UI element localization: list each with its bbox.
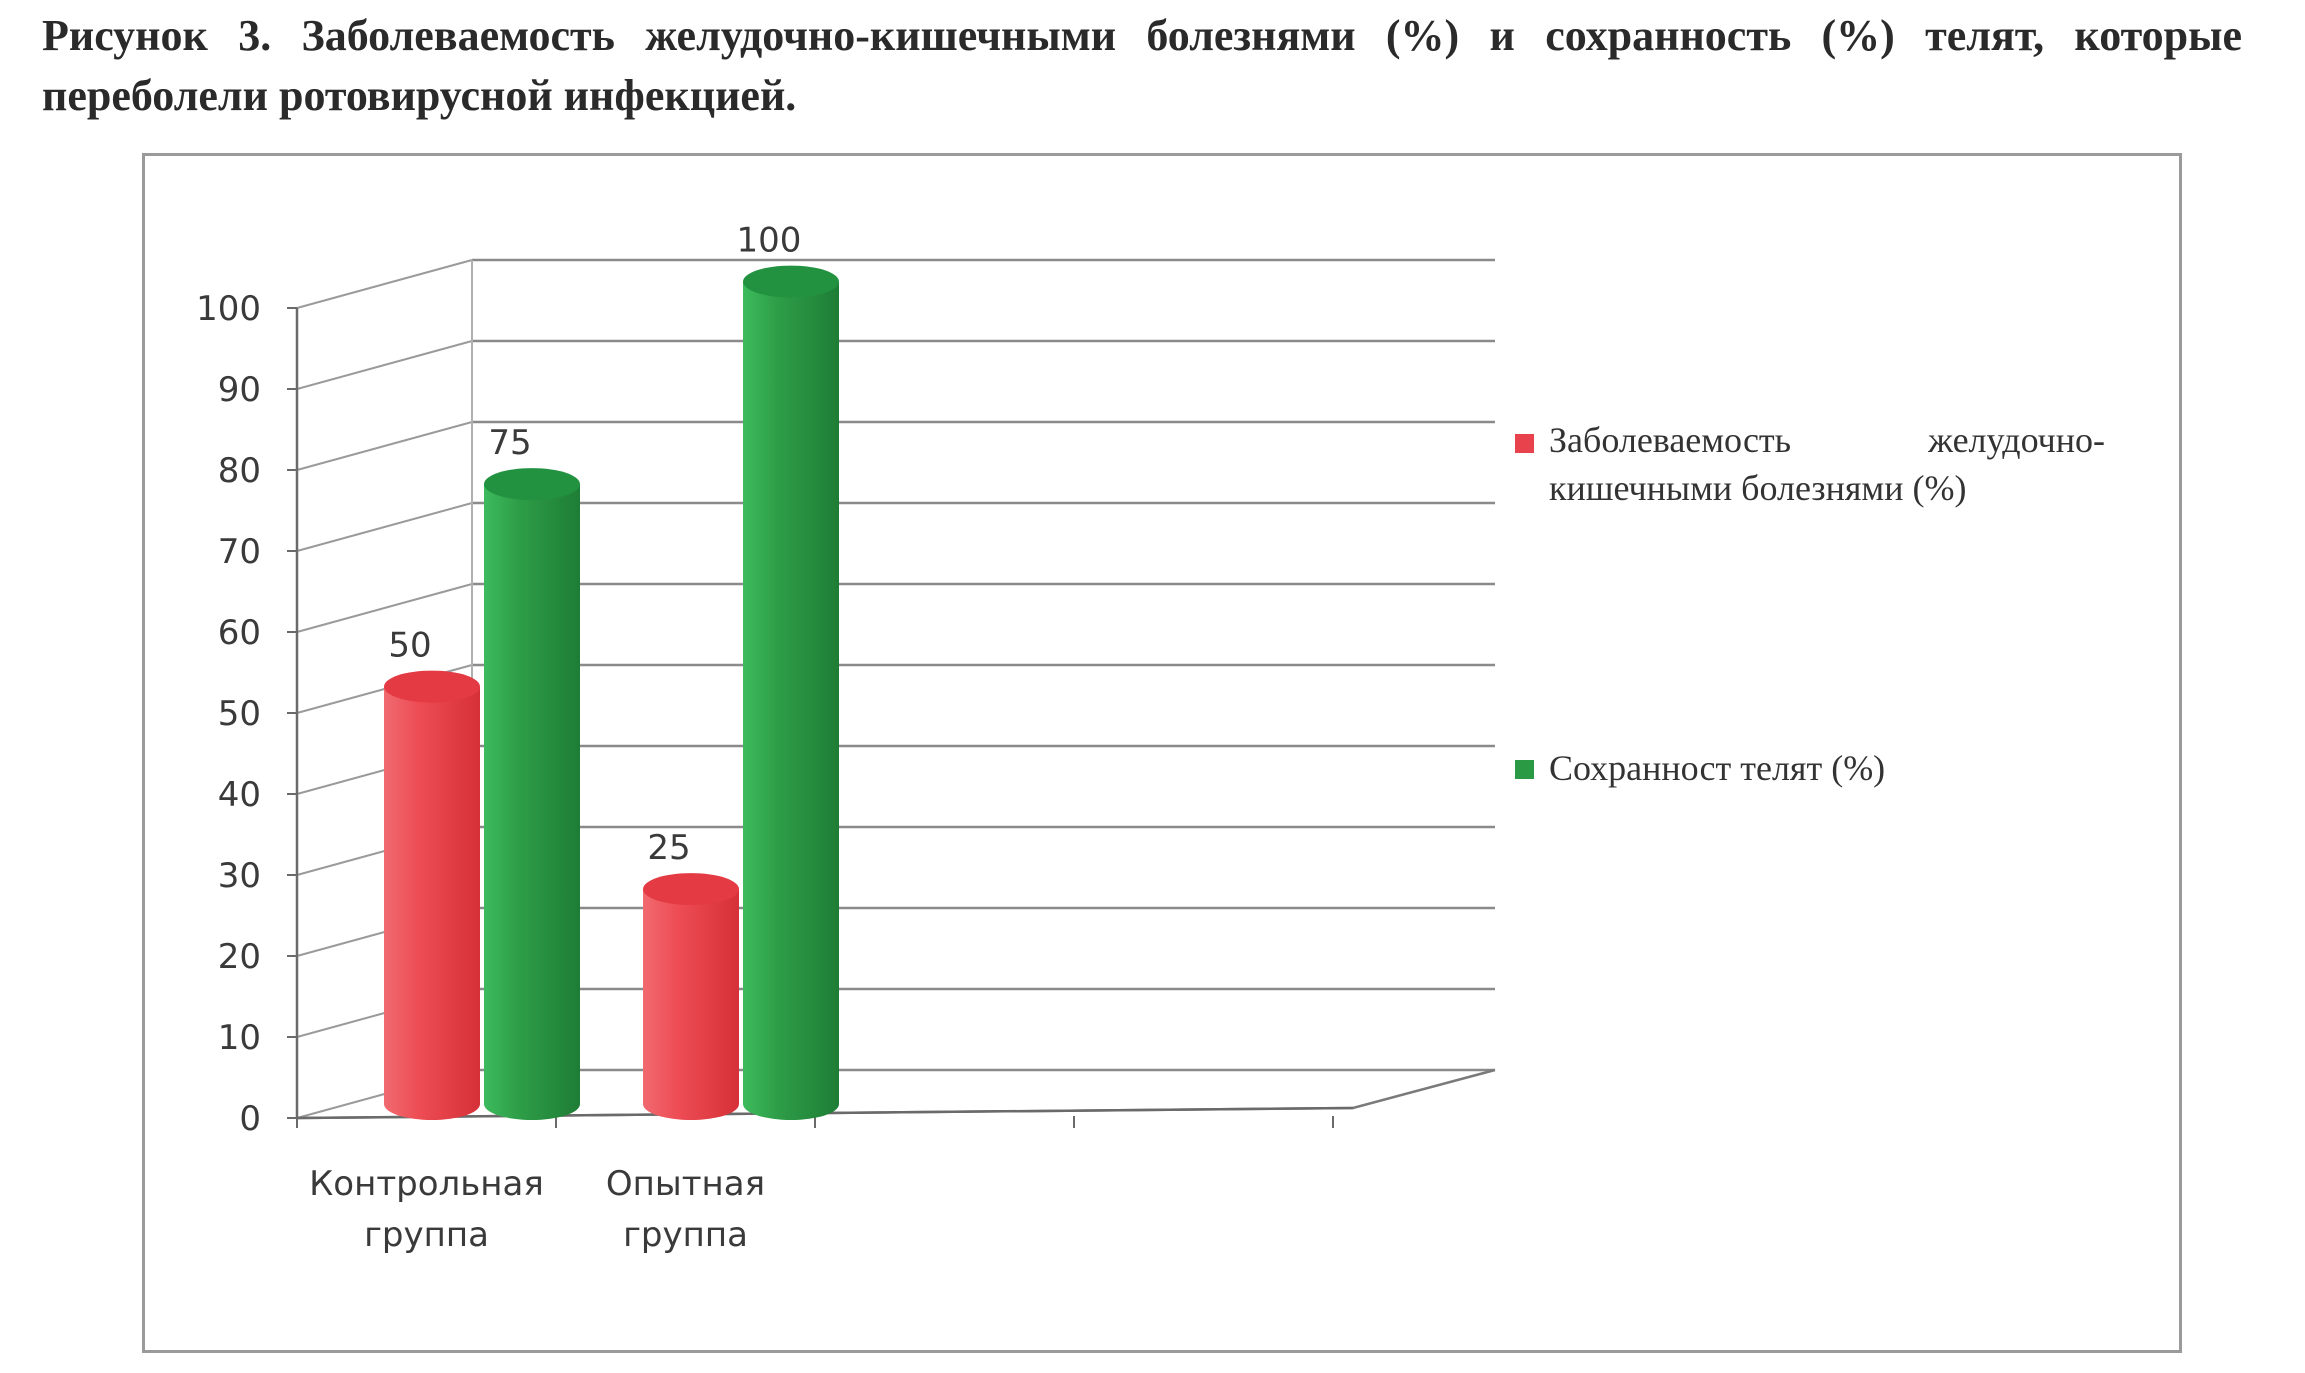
figure-caption: Рисунок 3. Заболеваемость желудочно-кише… [42, 11, 2242, 120]
y-tick-label: 50 [218, 694, 261, 734]
data-label-1-0: 75 [488, 423, 531, 463]
y-tick-label: 20 [218, 937, 261, 977]
x-category-label: группа [364, 1215, 489, 1255]
side-gridline [296, 502, 473, 552]
bar-top-1-0 [484, 468, 580, 501]
bar-0-1 [643, 889, 739, 1120]
data-label-1-1: 100 [737, 221, 802, 261]
legend-swatch-morbidity [1515, 434, 1534, 453]
y-tick-label: 0 [239, 1099, 261, 1139]
x-category-label: Опытная [606, 1164, 765, 1204]
legend-swatch-survival [1515, 760, 1534, 779]
bar-top-1-1 [743, 265, 839, 298]
legend-item-survival: Сохранност телят (%) [1515, 744, 2105, 792]
side-gridline [296, 583, 473, 633]
side-gridline [296, 340, 473, 390]
x-category-label: Контрольная [309, 1164, 544, 1204]
x-category-label: группа [623, 1215, 748, 1255]
y-tick-label: 100 [196, 289, 261, 329]
bar-1-1 [743, 281, 839, 1121]
bar-top-0-0 [384, 670, 480, 703]
bar-top-0-1 [643, 873, 739, 906]
legend-label-morbidity: Заболеваемость желудочно-кишечными болез… [1549, 420, 2105, 508]
data-label-0-0: 50 [388, 626, 431, 666]
data-label-0-1: 25 [647, 828, 690, 868]
bar-0-0 [384, 686, 480, 1120]
y-tick-label: 80 [218, 451, 261, 491]
y-tick-label: 90 [218, 370, 261, 410]
side-gridline [296, 421, 473, 471]
legend-item-morbidity: Заболеваемость желудочно-кишечными болез… [1515, 416, 2105, 512]
y-tick-label: 70 [218, 532, 261, 572]
side-gridline [296, 259, 473, 309]
y-tick-label: 10 [218, 1018, 261, 1058]
y-tick-label: 60 [218, 613, 261, 653]
y-tick-label: 30 [218, 856, 261, 896]
chart-frame [142, 153, 2182, 1353]
legend-label-survival: Сохранност телят (%) [1549, 748, 1886, 788]
y-tick-label: 40 [218, 775, 261, 815]
bar-1-0 [484, 484, 580, 1121]
